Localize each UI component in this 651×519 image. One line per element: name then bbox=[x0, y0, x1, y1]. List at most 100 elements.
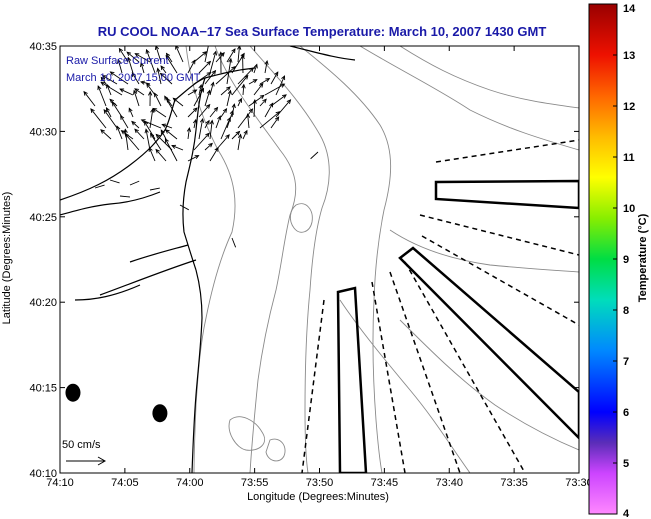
current-vector bbox=[242, 84, 245, 96]
current-vector bbox=[160, 73, 173, 85]
current-vector bbox=[226, 90, 231, 107]
current-vector-head bbox=[191, 59, 196, 65]
legend-line-1: Raw Surface Current bbox=[66, 55, 169, 67]
current-vector bbox=[198, 118, 204, 140]
current-vector-head bbox=[152, 107, 158, 113]
current-vector-head bbox=[231, 103, 236, 109]
current-vector-head bbox=[243, 129, 248, 135]
current-vector-head bbox=[131, 120, 136, 126]
current-vector-head bbox=[154, 92, 159, 98]
current-vector-head bbox=[159, 72, 165, 78]
current-vector bbox=[124, 129, 129, 151]
current-vector bbox=[198, 61, 211, 74]
current-vector bbox=[253, 83, 264, 96]
current-vector-head bbox=[119, 88, 125, 93]
current-vector-head bbox=[241, 83, 246, 89]
current-vector-head bbox=[237, 46, 242, 50]
surface-current-arrows bbox=[83, 46, 319, 248]
current-vector bbox=[100, 129, 112, 140]
current-vector bbox=[152, 108, 167, 118]
current-vector-head bbox=[103, 109, 108, 114]
current-vector bbox=[231, 237, 237, 248]
current-vector-head bbox=[164, 137, 169, 143]
current-vector-head bbox=[134, 128, 139, 134]
shipping-lanes bbox=[301, 139, 579, 473]
current-vector bbox=[204, 46, 209, 63]
current-vector-head bbox=[127, 56, 132, 62]
current-vector bbox=[146, 49, 156, 74]
current-vector-head bbox=[156, 67, 161, 73]
current-vector bbox=[209, 82, 214, 96]
colorbar: 4 5 6 7 8 9 10 11 12 13 14 Temperature (°C) bbox=[588, 3, 649, 519]
y-tick-label: 40:10 bbox=[29, 468, 57, 480]
current-vector bbox=[204, 120, 210, 129]
coast-shrewsbury bbox=[74, 244, 197, 301]
x-tick-label: 73:35 bbox=[500, 477, 528, 489]
current-vector-head bbox=[286, 99, 292, 104]
current-vector bbox=[134, 88, 145, 96]
current-vector-head bbox=[200, 87, 205, 93]
station-marker bbox=[65, 383, 81, 402]
current-vector-head bbox=[164, 129, 170, 134]
current-vector-head bbox=[227, 89, 232, 95]
current-vector-head bbox=[205, 103, 211, 109]
current-vector bbox=[175, 46, 184, 63]
legend-box: Raw Surface Current March 10, 2007 15:00… bbox=[66, 55, 201, 84]
current-vector-head bbox=[109, 98, 115, 104]
current-vector bbox=[209, 107, 218, 118]
x-tick-label: 74:05 bbox=[111, 477, 139, 489]
current-vector bbox=[198, 104, 211, 118]
current-vector bbox=[162, 124, 173, 129]
current-vector-head bbox=[206, 72, 212, 77]
current-vector bbox=[171, 145, 184, 151]
current-vector-head bbox=[106, 83, 111, 89]
current-vector bbox=[193, 132, 210, 151]
current-vector-head bbox=[206, 89, 211, 95]
coastline bbox=[60, 46, 356, 473]
current-vector bbox=[127, 57, 134, 74]
y-axis-label: Latitude (Degrees:Minutes) bbox=[1, 192, 13, 325]
current-vector-head bbox=[192, 89, 198, 94]
current-vector bbox=[90, 108, 107, 129]
current-vector bbox=[100, 77, 107, 85]
current-vector-head bbox=[148, 90, 153, 96]
current-vector bbox=[133, 90, 140, 107]
current-vector-head bbox=[252, 79, 258, 84]
current-vector bbox=[117, 59, 123, 74]
current-vector-head bbox=[120, 114, 125, 120]
current-vector bbox=[259, 98, 267, 107]
contour-speckle-b bbox=[289, 203, 313, 233]
current-vector-head bbox=[100, 81, 106, 87]
contour-channel-west bbox=[249, 46, 330, 473]
x-tick-label: 73:45 bbox=[371, 477, 399, 489]
current-vector bbox=[253, 64, 258, 74]
current-vector bbox=[140, 81, 151, 85]
current-vector-head bbox=[222, 107, 228, 113]
current-vector-head bbox=[212, 50, 218, 56]
current-vector-head bbox=[186, 127, 192, 133]
x-axis-ticks: 74:10 74:05 74:00 73:55 73:50 73:45 73:40 73:35… bbox=[46, 46, 593, 489]
current-vector-head bbox=[217, 115, 222, 121]
current-vector bbox=[259, 78, 270, 85]
current-vector bbox=[160, 65, 167, 74]
current-vector-head bbox=[100, 76, 106, 82]
current-vector bbox=[264, 83, 285, 96]
current-vector-head bbox=[150, 107, 155, 113]
current-vector-head bbox=[140, 80, 146, 85]
current-vector bbox=[116, 126, 123, 140]
current-vector-head bbox=[264, 60, 269, 66]
current-vector bbox=[164, 96, 178, 118]
current-vector-head bbox=[243, 74, 249, 80]
colorbar-tick-label: 10 bbox=[623, 203, 635, 215]
current-vector bbox=[237, 98, 242, 107]
current-vector-head bbox=[274, 116, 280, 122]
current-vector bbox=[119, 88, 134, 96]
current-vector bbox=[248, 79, 258, 85]
colorbar-tick-label: 12 bbox=[623, 101, 635, 113]
current-vector bbox=[155, 46, 162, 63]
current-vector-head bbox=[206, 60, 212, 66]
current-vector-head bbox=[259, 82, 264, 88]
current-vector bbox=[165, 129, 178, 140]
current-vector bbox=[165, 55, 178, 74]
